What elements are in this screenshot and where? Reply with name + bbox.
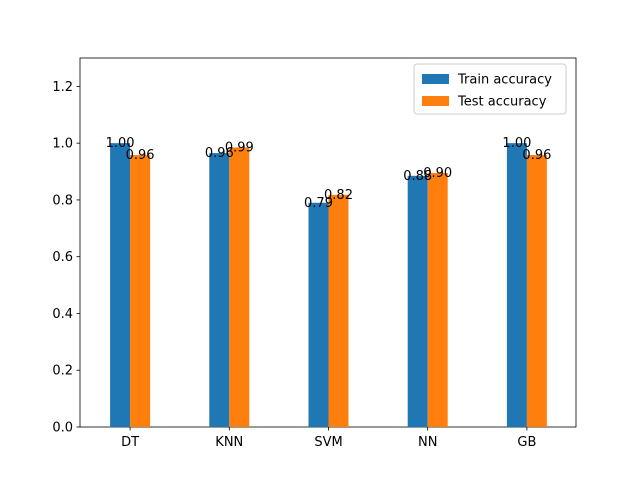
- data-labels: 1.000.96 0.960.990.790.820.880.901.000.96: [106, 136, 552, 211]
- y-tick-label: 1.2: [52, 80, 73, 95]
- bar-test-accuracy: [229, 147, 250, 427]
- legend-swatch: [422, 96, 449, 106]
- bar-test-accuracy: [526, 155, 547, 427]
- bar-train-accuracy: [209, 153, 230, 428]
- x-tick-label: KNN: [215, 435, 243, 450]
- data-label: 0.88: [403, 169, 432, 184]
- y-tick-label: 0.4: [52, 307, 73, 322]
- data-label: 0.90: [423, 166, 452, 181]
- y-tick-label: 0.0: [52, 421, 73, 436]
- data-label: 0.96: [205, 146, 234, 161]
- x-tick-label: SVM: [314, 435, 342, 450]
- y-tick-label: 0.6: [52, 250, 73, 265]
- legend: Train accuracy Test accuracy: [413, 63, 567, 115]
- data-label: 0.96: [522, 148, 551, 163]
- y-tick-label: 0.2: [52, 364, 73, 379]
- y-tick-label: 0.8: [52, 193, 73, 208]
- bar-test-accuracy: [328, 194, 349, 427]
- x-tick-label: NN: [418, 435, 437, 450]
- bar-test-accuracy: [130, 155, 151, 427]
- bar-train-accuracy: [110, 143, 131, 427]
- data-label: 1.00: [106, 136, 135, 151]
- legend-label: Train accuracy: [457, 73, 552, 88]
- bar-train-accuracy: [506, 143, 527, 427]
- x-tick-label: GB: [517, 435, 536, 450]
- bar-train-accuracy: [407, 175, 428, 427]
- legend-box: [413, 63, 567, 115]
- bars: [110, 143, 547, 428]
- bar-train-accuracy: [308, 202, 329, 427]
- y-axis: 0.0 0.2 0.4 0.6 0.8 1.0 1.2: [52, 80, 80, 436]
- x-tick-label: DT: [121, 435, 139, 450]
- data-label: 0.99: [225, 140, 254, 155]
- x-axis: DT KNN SVM NN GB: [121, 427, 536, 450]
- y-tick-label: 1.0: [52, 137, 73, 152]
- legend-swatch: [422, 74, 449, 84]
- data-label: 0.96: [126, 148, 155, 163]
- data-label: 0.79: [304, 196, 333, 211]
- data-label: 0.82: [324, 188, 353, 203]
- bar-test-accuracy: [427, 172, 448, 427]
- legend-label: Test accuracy: [457, 95, 547, 110]
- data-label: 1.00: [502, 136, 531, 151]
